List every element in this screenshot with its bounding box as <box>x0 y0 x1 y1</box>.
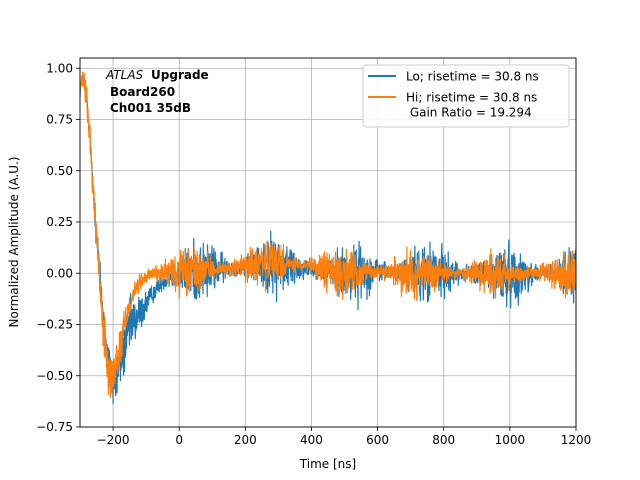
x-axis-label: Time [ns] <box>299 457 356 471</box>
legend-box <box>362 64 570 128</box>
legend-label-line: Gain Ratio = 19.294 <box>406 106 532 120</box>
data-traces <box>80 71 576 405</box>
series-trace-hi <box>80 71 576 398</box>
y-tick-label: −0.25 <box>36 318 73 332</box>
axes-frame <box>79 57 577 428</box>
annotation-experiment: ATLAS <box>105 68 144 82</box>
legend-label-lo: Lo; risetime = 30.8 ns <box>406 70 539 84</box>
legend-label-hi: Hi; risetime = 30.8 ns Gain Ratio = 19.2… <box>406 91 537 120</box>
legend-label-line: Hi; risetime = 30.8 ns <box>406 91 537 105</box>
annotation-tag: Upgrade <box>151 68 209 82</box>
y-tick-label: 0.25 <box>46 215 73 229</box>
legend-label-line: Lo; risetime = 30.8 ns <box>406 70 539 84</box>
x-tick-label: 1000 <box>495 433 526 447</box>
y-axis-label: Normalized Amplitude (A.U.) <box>7 157 21 328</box>
annotation-channel: Ch001 35dB <box>110 101 191 115</box>
x-tick-label: −200 <box>97 433 130 447</box>
y-tick-label: 0.00 <box>46 266 73 280</box>
x-tick-label: 0 <box>175 433 183 447</box>
y-tick-label: −0.75 <box>36 420 73 434</box>
annotation-board: Board260 <box>110 85 175 99</box>
x-tick-label: 200 <box>234 433 257 447</box>
x-tick-label: 800 <box>432 433 455 447</box>
x-tick-label: 400 <box>300 433 323 447</box>
y-tick-label: 0.50 <box>46 164 73 178</box>
y-tick-label: −0.50 <box>36 369 73 383</box>
y-tick-label: 0.75 <box>46 113 73 127</box>
axis-ticks: −200 0 200 400 600 800 1000 1200 −0.75 −0.50 −0.25… <box>36 61 591 447</box>
y-tick-label: 1.00 <box>46 61 73 75</box>
svg-text:ATLAS Upgrade: ATLAS Upgrade <box>105 68 209 82</box>
atlas-annotation: ATLAS Upgrade Board260 Ch001 35dB <box>105 68 209 115</box>
x-tick-label: 600 <box>366 433 389 447</box>
legend: Lo; risetime = 30.8 ns Hi; risetime = 30… <box>362 64 570 128</box>
x-tick-label: 1200 <box>561 433 592 447</box>
